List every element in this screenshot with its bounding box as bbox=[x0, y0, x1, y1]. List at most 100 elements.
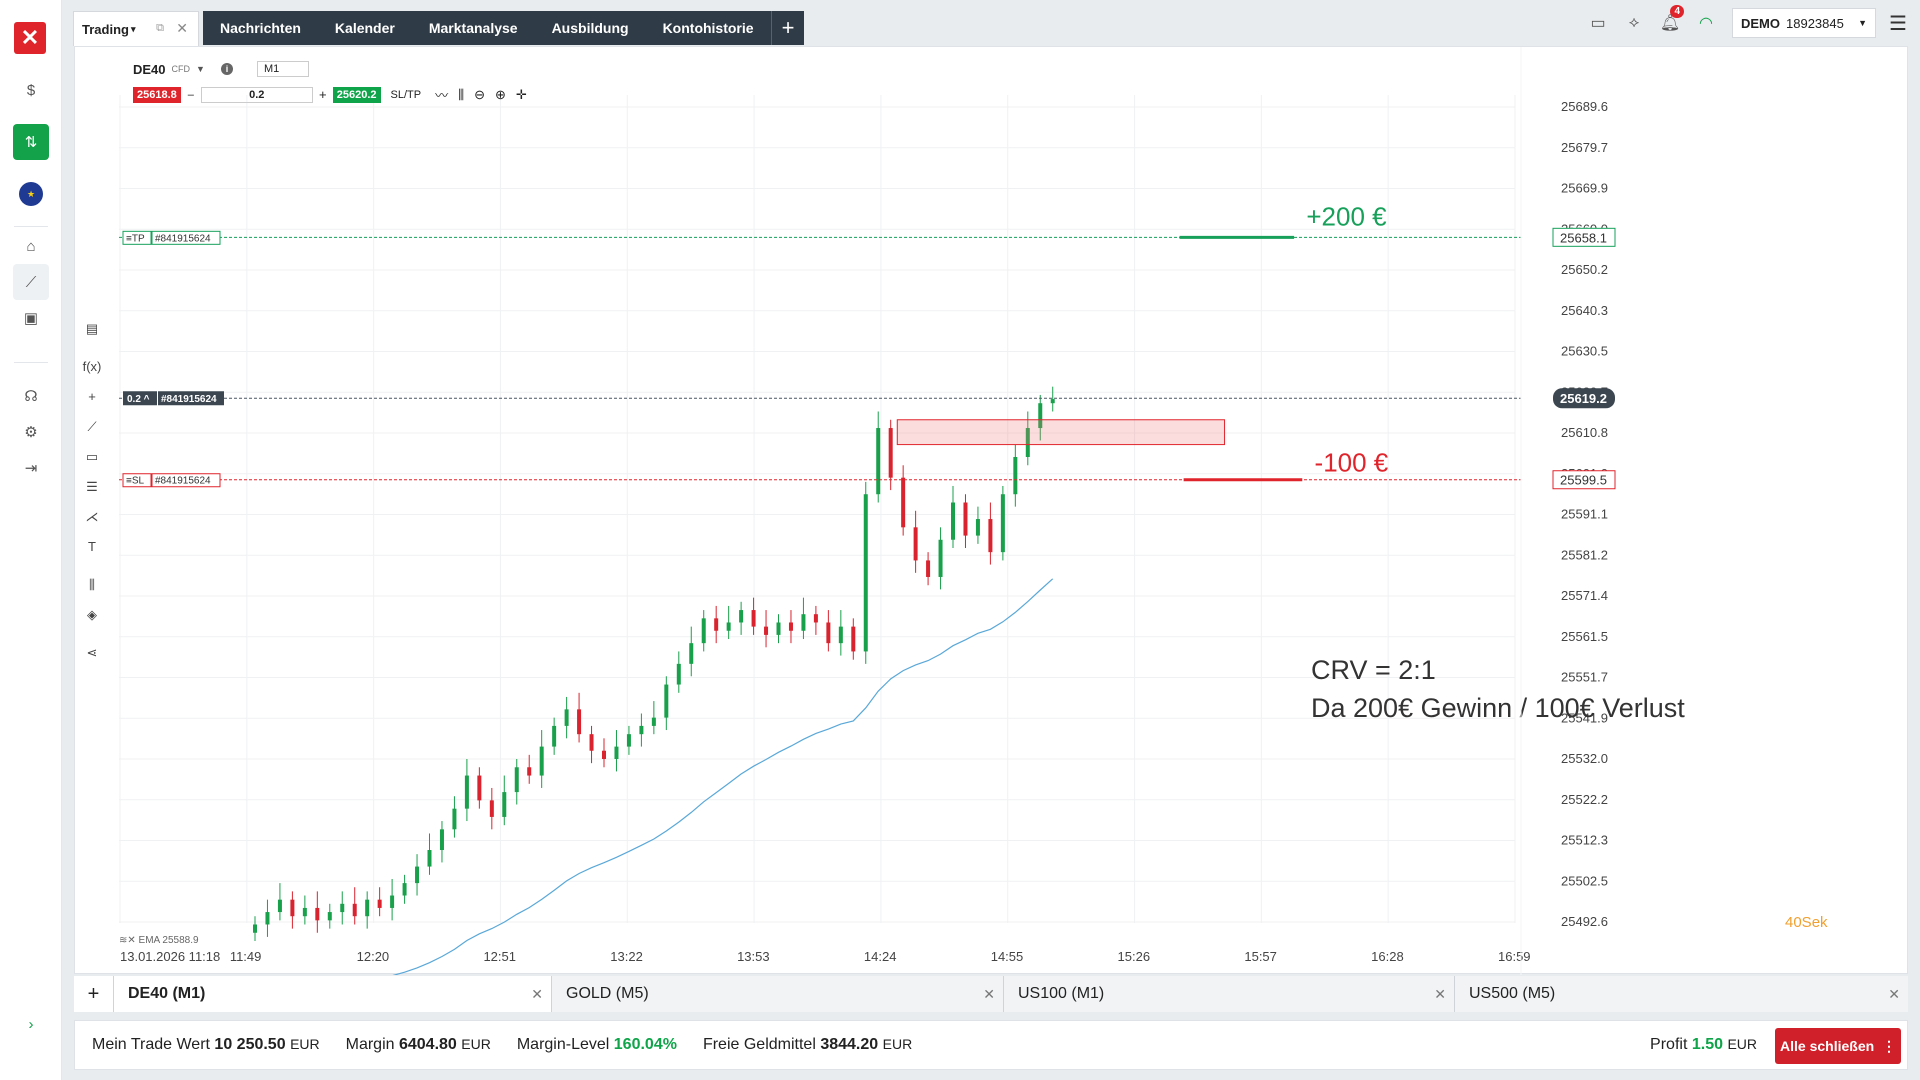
bell-icon[interactable]: 🔔︎ 4 bbox=[1652, 5, 1688, 33]
x-tick-label: 16:28 bbox=[1371, 949, 1404, 964]
chart-panel[interactable]: 25689.625679.725669.925660.025650.225640… bbox=[74, 46, 1909, 975]
hamburger-menu-icon[interactable]: ☰ bbox=[1889, 12, 1907, 35]
logout-icon[interactable]: ⇥ bbox=[24, 460, 38, 477]
fibonacci-tool-icon[interactable]: ☰ bbox=[86, 479, 98, 494]
x-tick-label: 14:24 bbox=[864, 949, 897, 964]
tab-trading[interactable]: Trading ▾ ⧉ ✕ bbox=[73, 11, 199, 46]
close-icon[interactable]: ✕ bbox=[1888, 986, 1900, 1002]
close-icon[interactable]: ✕ bbox=[1434, 986, 1446, 1002]
candle-body bbox=[489, 800, 494, 817]
y-tick-label: 25551.7 bbox=[1561, 670, 1608, 685]
signal-icon[interactable]: ⟡ bbox=[1628, 14, 1640, 31]
account-mode: DEMO bbox=[1741, 15, 1780, 31]
crosshair-tool-icon[interactable]: + bbox=[88, 389, 96, 404]
y-tick-label: 25679.7 bbox=[1561, 140, 1608, 155]
text-tool-icon[interactable]: T bbox=[88, 539, 96, 554]
zoom-out-icon[interactable]: ⊖ bbox=[474, 86, 486, 102]
candle-body bbox=[302, 907, 307, 917]
function-icon[interactable]: f(x) bbox=[82, 359, 102, 374]
x-tick-label: 12:51 bbox=[483, 949, 516, 964]
sell-price-button[interactable]: 25618.8 bbox=[133, 86, 181, 103]
share-icon[interactable]: ⋖ bbox=[86, 645, 98, 660]
sl-tag-box bbox=[122, 473, 152, 488]
account-number: 18923845 bbox=[1786, 15, 1844, 31]
x-tick-label: 15:26 bbox=[1118, 949, 1151, 964]
candle-body bbox=[689, 643, 694, 664]
close-all-button[interactable]: Alle schließen ⋮ bbox=[1775, 1028, 1901, 1064]
tab-nachrichten[interactable]: Nachrichten bbox=[220, 20, 301, 36]
resistance-zone bbox=[896, 419, 1226, 446]
eu-flag-icon[interactable]: ★ bbox=[13, 176, 49, 212]
y-tick-label: 25492.6 bbox=[1561, 914, 1608, 929]
tab-kontohistorie[interactable]: Kontohistorie bbox=[662, 20, 754, 36]
candles-icon[interactable]: ⫼ bbox=[458, 86, 465, 102]
account-selector[interactable]: DEMO 18923845 ▼ bbox=[1732, 8, 1876, 38]
zoom-in-icon[interactable]: ⊕ bbox=[495, 86, 506, 102]
y-tick-label: 25640.3 bbox=[1561, 303, 1608, 318]
line-chart-icon[interactable]: 〰 bbox=[435, 88, 449, 103]
tab-ausbildung[interactable]: Ausbildung bbox=[551, 20, 629, 36]
y-tick-label: 25581.2 bbox=[1561, 547, 1608, 562]
chart-icon[interactable]: ⟋ bbox=[13, 264, 49, 300]
timeframe-select[interactable]: M1 bbox=[256, 61, 309, 77]
candle-body bbox=[863, 494, 868, 652]
instrument-name[interactable]: DE40 bbox=[133, 61, 166, 77]
candle-body bbox=[377, 899, 382, 908]
close-icon[interactable]: ✕ bbox=[176, 20, 188, 36]
expand-icon[interactable]: › bbox=[28, 1015, 34, 1033]
minus-icon[interactable]: – bbox=[187, 88, 194, 101]
line-tool-icon[interactable]: ⟋ bbox=[87, 419, 97, 434]
sltp-button[interactable]: SL/TP bbox=[390, 88, 422, 101]
xtb-logo-icon[interactable]: ✕ bbox=[14, 22, 46, 54]
buy-price-button[interactable]: 25620.2 bbox=[332, 86, 381, 103]
rectangle-tool-icon[interactable]: ▭ bbox=[85, 449, 99, 464]
candle-body bbox=[1025, 428, 1030, 457]
chevron-down-icon[interactable]: ▼ bbox=[196, 64, 205, 74]
add-instrument-tab[interactable]: + bbox=[74, 976, 114, 1012]
pos-tag-box bbox=[123, 391, 157, 406]
pitchfork-tool-icon[interactable]: ⋌ bbox=[85, 509, 99, 524]
popout-icon[interactable]: ⧉ bbox=[156, 22, 164, 34]
candle-body bbox=[415, 866, 420, 884]
close-icon[interactable]: ✕ bbox=[983, 986, 995, 1002]
calculator-icon[interactable]: ▣ bbox=[23, 310, 39, 327]
candle-body bbox=[452, 808, 457, 830]
crosshair-icon[interactable]: ✛ bbox=[515, 86, 527, 102]
order-ticket: 25618.8 – 0.2 + 25620.2 SL/TP 〰 ⫼ ⊖ ⊕ ✛ bbox=[133, 85, 527, 104]
headset-icon[interactable]: ☊ bbox=[24, 388, 38, 405]
tab-kalender[interactable]: Kalender bbox=[334, 20, 395, 36]
price-chart[interactable]: 25689.625679.725669.925660.025650.225640… bbox=[75, 47, 1909, 975]
plus-icon[interactable]: + bbox=[318, 87, 327, 102]
candle-body bbox=[714, 618, 719, 631]
quantity-input[interactable]: 0.2 bbox=[200, 86, 313, 103]
info-icon[interactable]: i bbox=[220, 63, 233, 75]
candle-body bbox=[340, 903, 345, 913]
candle-body bbox=[352, 903, 357, 917]
close-icon[interactable]: ✕ bbox=[531, 986, 543, 1002]
candle-body bbox=[514, 767, 519, 793]
indicators-icon[interactable]: ⫼ bbox=[89, 577, 95, 592]
template-icon[interactable]: ▤ bbox=[85, 321, 99, 336]
tab-gold[interactable]: GOLD (M5) ✕ bbox=[552, 976, 1004, 1012]
add-tab-button[interactable]: + bbox=[770, 11, 805, 45]
app-frame: Trading ▾ ⧉ ✕ Nachrichten Kalender Markta… bbox=[62, 0, 1920, 1080]
tab-label: DE40 (M1) bbox=[128, 985, 206, 1002]
candle-body bbox=[851, 626, 856, 652]
tab-marktanalyse[interactable]: Marktanalyse bbox=[428, 20, 518, 36]
tab-us500[interactable]: US500 (M5) ✕ bbox=[1455, 976, 1908, 1012]
swap-icon[interactable]: ⇅ bbox=[13, 124, 49, 160]
x-tick-label: 11:49 bbox=[230, 949, 262, 964]
y-tick-label: 25571.4 bbox=[1561, 588, 1608, 603]
dollar-icon[interactable]: $ bbox=[26, 81, 36, 99]
candle-body bbox=[390, 895, 395, 908]
layers-icon[interactable]: ◈ bbox=[87, 607, 97, 622]
gear-icon[interactable]: ⚙ bbox=[24, 424, 38, 441]
candle-body bbox=[938, 539, 943, 577]
y-tick-label: 25591.1 bbox=[1561, 507, 1608, 522]
candle-body bbox=[315, 907, 320, 921]
home-icon[interactable]: ⌂ bbox=[26, 237, 36, 255]
x-tick-label: 13:53 bbox=[737, 949, 770, 964]
layout-icon[interactable]: ▭ bbox=[1590, 15, 1606, 32]
tab-de40[interactable]: DE40 (M1) ✕ bbox=[114, 976, 552, 1012]
tab-us100[interactable]: US100 (M1) ✕ bbox=[1004, 976, 1455, 1012]
